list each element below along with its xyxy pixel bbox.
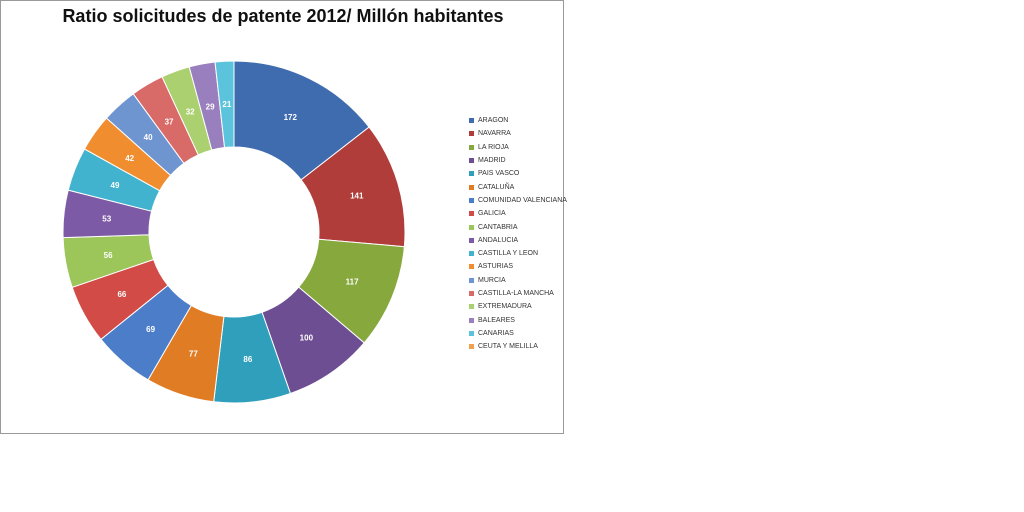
legend: ARAGON NAVARRA LA RIOJA MADRID PAIS VASCO CAT… — [469, 114, 567, 353]
legend-swatch — [469, 224, 474, 230]
data-label-aragon: 172 — [284, 113, 298, 122]
legend-swatch — [469, 264, 474, 270]
legend-swatch — [469, 251, 474, 257]
legend-swatch — [469, 184, 474, 190]
legend-label: CASTILLA-LA MANCHA — [478, 290, 554, 297]
legend-item-comunidad-valenciana: COMUNIDAD VALENCIANA — [469, 194, 567, 207]
legend-item-murcia: MURCIA — [469, 274, 567, 287]
legend-swatch — [469, 171, 474, 177]
legend-label: CANTABRIA — [478, 223, 518, 231]
legend-swatch — [469, 277, 474, 283]
slice-canarias — [214, 60, 235, 149]
legend-item-madrid: MADRID — [469, 154, 567, 167]
legend-label: NAVARRA — [478, 130, 511, 138]
legend-swatch — [469, 118, 474, 124]
legend-label: BALEARES — [478, 316, 515, 324]
legend-item-andalucia: ANDALUCIA — [469, 234, 567, 247]
legend-swatch — [469, 317, 474, 323]
data-label-castilla-y-leon: 49 — [111, 181, 120, 190]
legend-label: COMUNIDAD VALENCIANA — [478, 196, 567, 204]
legend-label: LA RIOJA — [478, 143, 509, 151]
legend-label: CEUTA Y MELILLA — [478, 343, 538, 351]
data-label-pais-vasco: 86 — [243, 355, 252, 364]
legend-label: ANDALUCIA — [478, 236, 519, 244]
legend-label: EXTREMADURA — [478, 303, 532, 311]
data-label-comunidad-valenciana: 69 — [146, 325, 155, 334]
data-label-navarra: 141 — [350, 192, 364, 201]
legend-item-ceuta-y-melilla: CEUTA Y MELILLA — [469, 340, 567, 353]
donut-chart: 172 141 117 100 86 77 69 66 56 53 49 42 40 37 32 29 21 — [62, 60, 406, 404]
legend-label: CANARIAS — [478, 329, 514, 337]
data-label-la-rioja: 117 — [346, 277, 359, 286]
legend-label: ASTURIAS — [478, 263, 514, 271]
legend-item-castilla-y-leon: CASTILLA Y LEON — [469, 247, 567, 260]
legend-swatch — [469, 330, 474, 336]
legend-item-cantabria: CANTABRIA — [469, 220, 567, 233]
legend-label: MURCIA — [478, 276, 506, 284]
legend-item-pais-vasco: PAIS VASCO — [469, 167, 567, 180]
legend-label: GALICIA — [478, 210, 506, 218]
legend-swatch — [469, 304, 474, 310]
data-label-andalucia: 53 — [102, 214, 111, 223]
data-label-extremadura: 32 — [186, 108, 195, 117]
legend-item-navarra: NAVARRA — [469, 127, 567, 140]
legend-item-aragon: ARAGON — [469, 114, 567, 127]
legend-label: CATALUÑA — [478, 183, 515, 191]
data-label-castilla-la-mancha: 37 — [165, 118, 174, 127]
legend-swatch — [469, 158, 474, 164]
data-label-murcia: 40 — [144, 133, 153, 142]
chart-area: Ratio solicitudes de patente 2012/ Milló… — [0, 0, 567, 434]
legend-item-castilla-la-mancha: CASTILLA-LA MANCHA — [469, 287, 567, 300]
data-label-cantabria: 56 — [104, 251, 113, 260]
legend-label: CASTILLA Y LEON — [478, 250, 539, 258]
legend-item-asturias: ASTURIAS — [469, 260, 567, 273]
data-label-baleares: 29 — [206, 102, 215, 111]
legend-label: MADRID — [478, 157, 506, 165]
legend-item-extremadura: EXTREMADURA — [469, 300, 567, 313]
legend-item-galicia: GALICIA — [469, 207, 567, 220]
legend-swatch — [469, 344, 474, 350]
legend-swatch — [469, 197, 474, 203]
legend-item-canarias: CANARIAS — [469, 327, 567, 340]
legend-swatch — [469, 237, 474, 243]
legend-label: PAIS VASCO — [478, 170, 520, 178]
data-label-madrid: 100 — [300, 334, 314, 343]
legend-swatch — [469, 131, 474, 137]
legend-item-baleares: BALEARES — [469, 313, 567, 326]
data-label-asturias: 42 — [125, 154, 134, 163]
data-label-canarias: 21 — [222, 100, 231, 109]
legend-swatch — [469, 211, 474, 217]
legend-label: ARAGON — [478, 117, 509, 125]
legend-swatch — [469, 291, 474, 296]
chart-title: Ratio solicitudes de patente 2012/ Milló… — [62, 6, 504, 26]
data-label-galicia: 66 — [117, 290, 126, 299]
legend-item-la-rioja: LA RIOJA — [469, 141, 567, 154]
legend-swatch — [469, 144, 474, 150]
legend-item-cataluña: CATALUÑA — [469, 180, 567, 193]
data-label-cataluña: 77 — [189, 349, 198, 358]
